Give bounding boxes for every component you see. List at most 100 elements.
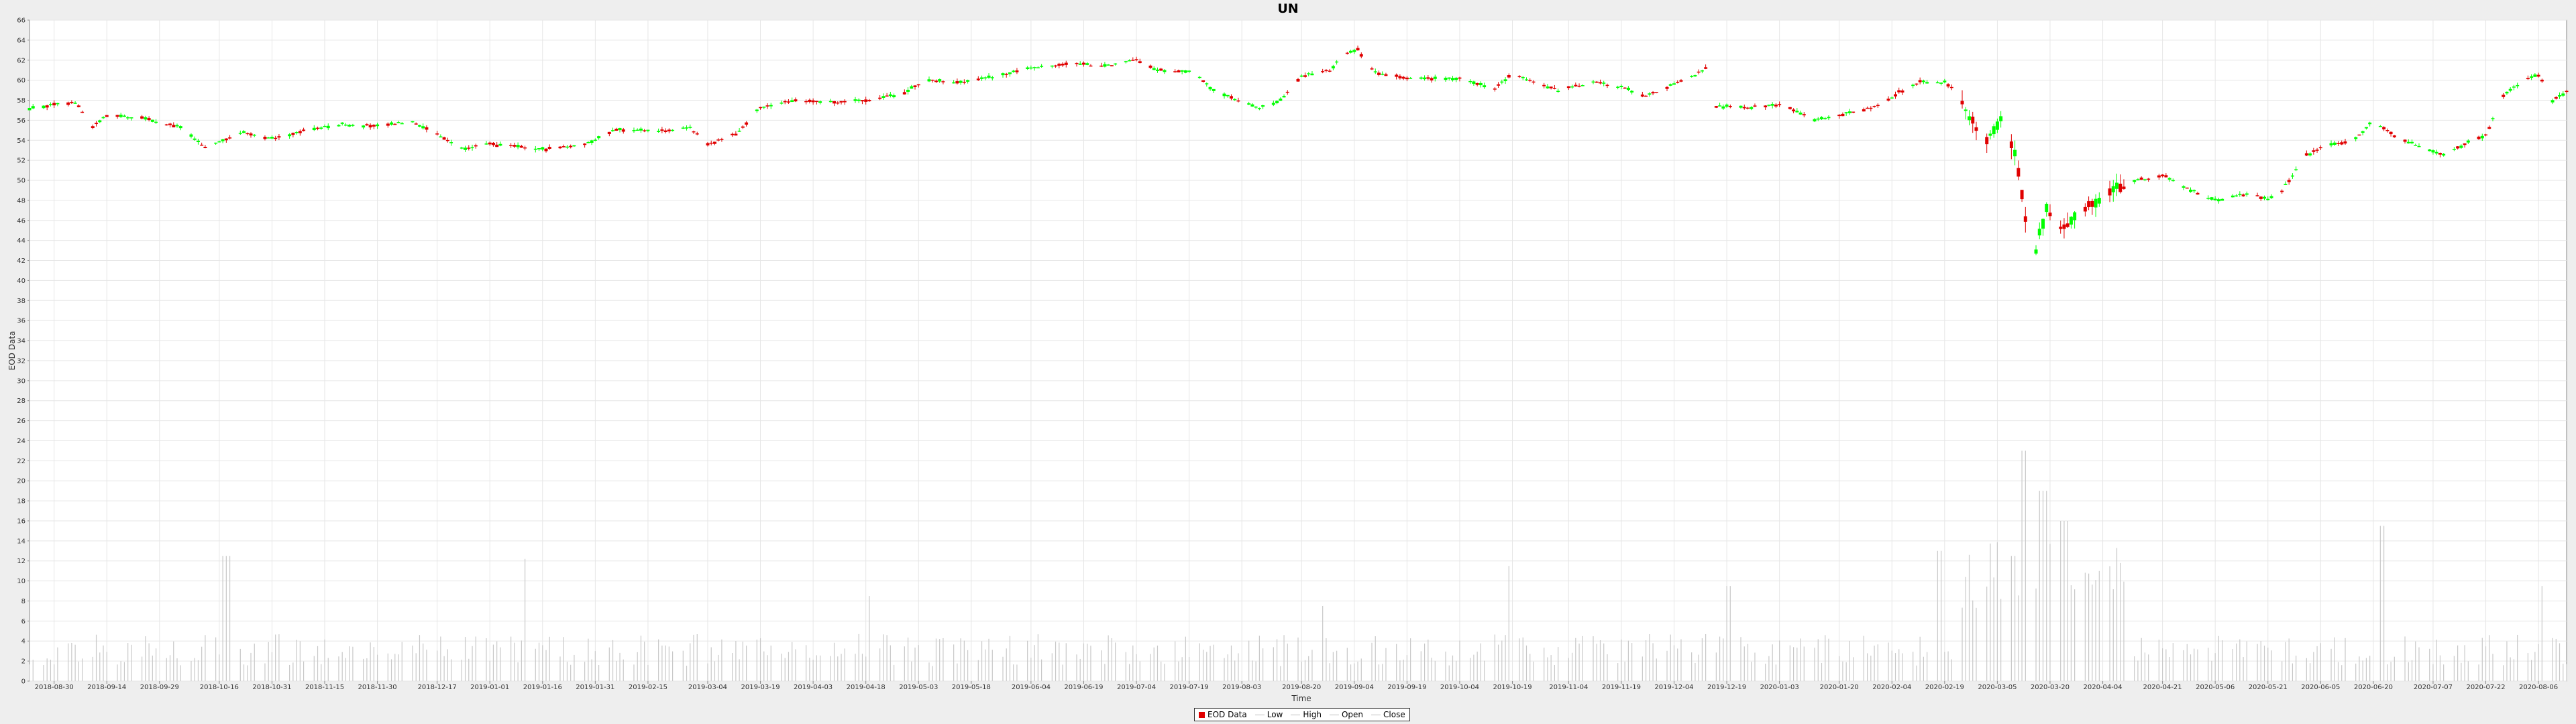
candle-body	[2308, 153, 2312, 156]
candle-body	[400, 123, 404, 125]
candle-body	[2210, 197, 2214, 200]
candle-body	[2477, 136, 2481, 139]
candle-body	[1054, 65, 1058, 67]
candle-body	[2526, 78, 2530, 80]
candle-body	[1124, 61, 1128, 62]
candle-body	[808, 99, 812, 102]
candle-body	[288, 134, 292, 137]
candle-body	[1943, 80, 1947, 82]
x-tick-label: 2020-07-22	[2466, 684, 2505, 691]
candle-body	[720, 139, 724, 140]
candle-body	[818, 101, 822, 103]
y-axis-label: EOD Data	[7, 331, 17, 371]
candle-body	[1598, 82, 1602, 84]
candle-body	[1886, 99, 1890, 101]
candle-body	[150, 119, 154, 122]
legend-swatch-eod	[1199, 711, 1205, 718]
legend-label-low: Low	[1267, 710, 1283, 719]
plot-area	[29, 19, 2567, 682]
candle-body	[804, 101, 808, 103]
grid-layer	[30, 19, 2567, 682]
candle-body	[786, 101, 790, 103]
legend-item-open: Open	[1329, 710, 1363, 719]
candle-body	[1988, 133, 1992, 136]
candle-body	[1921, 80, 1925, 82]
candle-body	[115, 115, 119, 117]
legend-item-high: High	[1291, 710, 1322, 719]
candle-body	[513, 145, 517, 147]
candle-body	[547, 147, 551, 149]
legend: EOD Data Low High Open Close	[1194, 708, 1410, 721]
candle-body	[2551, 100, 2555, 103]
candle-body	[2406, 141, 2410, 143]
candle-body	[2491, 118, 2495, 119]
candle-body	[1644, 95, 1648, 97]
candle-body	[1823, 118, 1827, 119]
candle-body	[523, 147, 527, 149]
y-tick-label: 44	[17, 237, 25, 245]
candle-body	[442, 137, 446, 140]
candle-body	[2392, 135, 2396, 137]
candle-body	[828, 101, 833, 103]
candle-body	[1844, 112, 1848, 114]
candle-body	[1532, 81, 1536, 83]
candle-body	[1233, 99, 1237, 101]
x-tick-label: 2019-06-04	[1012, 684, 1051, 691]
candle-body	[2452, 149, 2456, 150]
candle-body	[881, 96, 885, 99]
candle-body	[1974, 127, 1978, 131]
candle-body	[1103, 64, 1107, 67]
candle-body	[2182, 186, 2186, 188]
candle-body	[888, 94, 892, 97]
candle-body	[2315, 149, 2319, 151]
candle-body	[70, 102, 74, 103]
x-tick-label: 2019-03-19	[741, 684, 780, 691]
candle-body	[175, 125, 179, 127]
candle-body	[2136, 179, 2140, 180]
candle-body	[1261, 105, 1265, 107]
candle-body	[780, 103, 784, 104]
candle-body	[1271, 103, 1275, 105]
candle-body	[1591, 81, 1595, 83]
candle-body	[376, 124, 380, 127]
candle-body	[2023, 216, 2027, 222]
candle-body	[2161, 174, 2165, 176]
candle-body	[1999, 116, 2003, 121]
candle-body	[362, 125, 366, 128]
candle-body	[2287, 180, 2291, 182]
candle-body	[1693, 75, 1697, 76]
candle-body	[1640, 95, 1644, 97]
candle-body	[1778, 104, 1782, 106]
candle-body	[621, 129, 625, 132]
candle-body	[42, 105, 46, 109]
candle-body	[1528, 80, 1532, 81]
candle-body	[590, 140, 594, 143]
candle-body	[2065, 223, 2070, 227]
candle-body	[2189, 189, 2193, 192]
candle-body	[168, 123, 172, 125]
candle-body	[323, 125, 327, 127]
candle-body	[2484, 134, 2488, 136]
candle-layer	[28, 45, 2569, 255]
candle-body	[1099, 65, 1104, 67]
candle-body	[712, 141, 716, 144]
candle-body	[1447, 77, 1451, 79]
candle-body	[2354, 137, 2358, 139]
candle-body	[474, 145, 478, 147]
candle-body	[1050, 65, 1054, 67]
candle-body	[657, 131, 661, 132]
candle-body	[814, 101, 818, 103]
y-tick-label: 32	[17, 357, 25, 365]
x-tick-label: 2018-09-29	[140, 684, 179, 691]
candle-body	[101, 117, 105, 119]
candle-body	[790, 100, 794, 103]
x-tick-label: 2020-06-05	[2301, 684, 2340, 691]
x-tick-label: 2019-10-04	[1440, 684, 1479, 691]
candle-body	[765, 105, 769, 107]
legend-item-close: Close	[1371, 710, 1405, 719]
candle-body	[990, 77, 994, 78]
candle-body	[2329, 143, 2333, 145]
candle-body	[91, 126, 95, 129]
candle-body	[885, 95, 889, 97]
candle-body	[249, 133, 253, 136]
